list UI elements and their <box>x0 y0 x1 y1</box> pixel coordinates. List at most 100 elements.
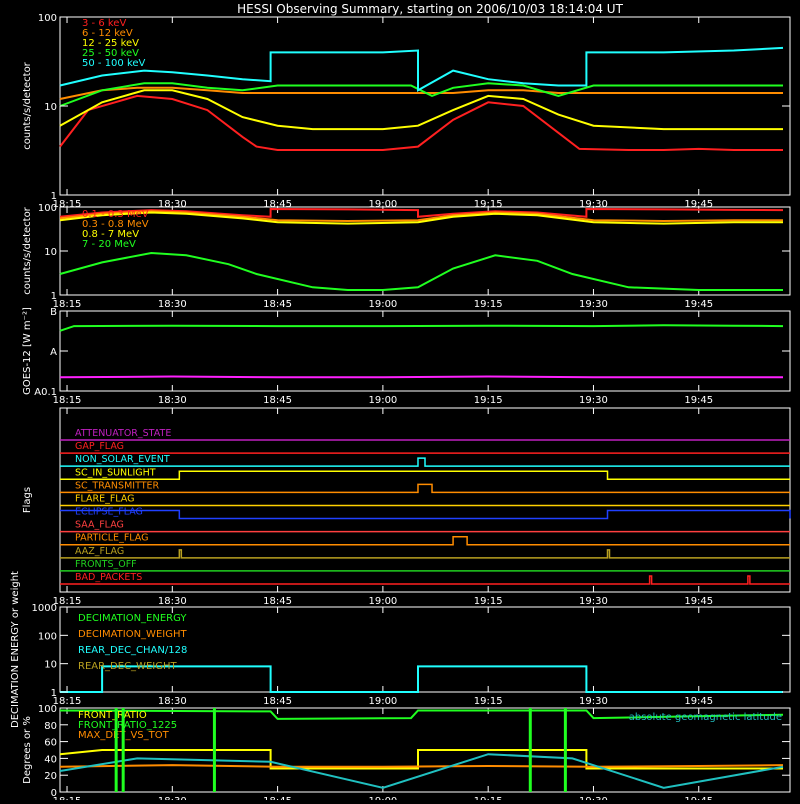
x-tick-label: 19:45 <box>684 395 713 406</box>
x-tick-label: 19:15 <box>474 796 503 800</box>
flag-label: GAP_FLAG <box>75 441 124 452</box>
x-tick-label: 18:30 <box>158 199 187 210</box>
y-tick-label: B <box>50 307 57 318</box>
y-tick-label: A0.1 <box>34 387 57 398</box>
series-line-50-100-kev <box>59 46 784 93</box>
y-tick-label: 0 <box>51 788 57 799</box>
y-tick-label: 20 <box>44 771 57 782</box>
x-tick-label: 19:00 <box>368 796 397 800</box>
panel-high_energy: 18:15 18:30 18:45 19:00 19:15 19:30 19:45 0.1 -… <box>22 203 791 310</box>
y-axis-label: Flags <box>22 487 33 513</box>
series-line-6-12-kev <box>59 86 783 100</box>
series-line-0-8-7-mev <box>59 211 783 225</box>
x-tick-label: 19:45 <box>684 596 713 607</box>
y-axis-label: Degrees or % <box>22 716 33 784</box>
x-tick-label: 19:30 <box>579 199 608 210</box>
legend-entry: 0.8 - 7 MeV <box>82 229 139 240</box>
x-tick-label: 18:45 <box>263 395 292 406</box>
x-tick-label: 19:15 <box>474 696 503 707</box>
x-tick-label: 18:45 <box>263 299 292 310</box>
panel-frame <box>59 707 791 793</box>
panel-frame <box>59 606 791 693</box>
legend-entry: FRONT_RATIO_1225 <box>78 720 177 731</box>
panels: 18:15 18:30 18:45 19:00 19:15 19:30 19:45 3 - 6… <box>10 13 791 804</box>
y-tick-label: 1000 <box>32 603 57 614</box>
flag-label: SAA_FLAG <box>75 520 124 531</box>
legend-entry: 3 - 6 keV <box>82 18 126 29</box>
series-line-front-ratio-1225 <box>59 709 784 720</box>
y-tick-label: 60 <box>44 738 57 749</box>
legend-entry: REAR_DEC_CHAN/128 <box>78 645 187 656</box>
legend-entry: 12 - 25 keV <box>82 38 139 49</box>
y-tick-label: 1 <box>51 291 57 302</box>
flag-trace <box>60 535 790 546</box>
y-tick-label: 10 <box>44 102 57 113</box>
panel-frame <box>59 16 791 196</box>
flag-trace <box>60 575 790 585</box>
x-tick-label: 18:15 <box>53 596 82 607</box>
series-line-goes-1-8- <box>59 324 784 332</box>
x-tick-label: 18:15 <box>53 395 82 406</box>
x-tick-label: 19:30 <box>579 596 608 607</box>
x-tick-label: 18:45 <box>263 796 292 800</box>
panel-flags: 18:15 18:30 18:45 19:00 19:15 19:30 19:45 ATTEN… <box>22 407 791 607</box>
legend-entry: 0.1 - 0.3 MeV <box>82 209 149 220</box>
x-tick-label: 18:45 <box>263 199 292 210</box>
x-tick-label: 19:30 <box>579 299 608 310</box>
legend-entry: 7 - 20 MeV <box>82 239 136 250</box>
y-tick-label: 1 <box>51 688 57 699</box>
flag-label: SC_IN_SUNLIGHT <box>75 467 156 478</box>
y-axis-label: DECIMATION ENERGY or weight <box>10 571 21 728</box>
series-line-7-20-mev <box>59 251 783 291</box>
flag-trace <box>60 457 790 467</box>
x-tick-label: 19:00 <box>368 696 397 707</box>
series-line-0-1-0-3-mev <box>59 207 784 218</box>
flag-label: ECLIPSE_FLAG <box>75 507 143 518</box>
x-tick-label: 18:15 <box>53 696 82 707</box>
series-line-25-50-kev <box>59 82 783 107</box>
legend-entry: 6 - 12 keV <box>82 28 133 39</box>
panel-frame <box>59 407 791 593</box>
x-tick-label: 18:45 <box>263 696 292 707</box>
y-tick-label: 100 <box>38 203 57 214</box>
y-axis-label: counts/s/detector <box>22 61 33 149</box>
x-tick-label: 18:30 <box>158 596 187 607</box>
legend-entry: 25 - 50 keV <box>82 48 139 59</box>
x-tick-label: 19:00 <box>368 596 397 607</box>
x-tick-label: 19:45 <box>684 299 713 310</box>
series-line-rear-dec-chan-128 <box>60 665 783 693</box>
flag-label: NON_SOLAR_EVENT <box>75 454 170 465</box>
x-tick-label: 18:30 <box>158 796 187 800</box>
y-tick-label: 80 <box>44 721 57 732</box>
y-axis-label: counts/s/detector <box>22 206 33 294</box>
x-tick-label: 19:00 <box>368 395 397 406</box>
x-tick-label: 18:15 <box>53 299 82 310</box>
legend-entry: REAR_DEC_WEIGHT <box>78 661 177 672</box>
y-axis-label: GOES-12 [W m⁻²] <box>22 307 33 395</box>
series-line-3-6-kev <box>59 94 783 151</box>
flag-trace <box>60 483 790 494</box>
x-tick-label: 19:30 <box>579 395 608 406</box>
y-tick-label: 100 <box>38 704 57 715</box>
flag-trace <box>60 549 790 559</box>
x-tick-label: 19:30 <box>579 696 608 707</box>
x-tick-label: 19:00 <box>368 299 397 310</box>
y-tick-label: 100 <box>38 13 57 24</box>
x-tick-label: 18:30 <box>158 696 187 707</box>
x-tick-label: 19:45 <box>684 696 713 707</box>
x-tick-label: 19:15 <box>474 199 503 210</box>
annotation-latitude: absolute geomagnetic latitude <box>629 712 782 723</box>
y-tick-label: 10 <box>44 247 57 258</box>
panel-frame <box>59 310 791 392</box>
series-line-12-25-kev <box>59 89 783 131</box>
x-tick-label: 19:15 <box>474 299 503 310</box>
flag-trace <box>60 509 791 520</box>
x-tick-label: 18:45 <box>263 596 292 607</box>
flag-label: FLARE_FLAG <box>75 493 135 504</box>
x-tick-label: 19:45 <box>684 796 713 800</box>
flag-label: AAZ_FLAG <box>75 546 124 557</box>
y-tick-label: 1 <box>51 191 57 202</box>
panel-decimation: 18:15 18:30 18:45 19:00 19:15 19:30 19:45 DECIM… <box>10 571 791 728</box>
legend-entry: 0.3 - 0.8 MeV <box>82 219 149 230</box>
